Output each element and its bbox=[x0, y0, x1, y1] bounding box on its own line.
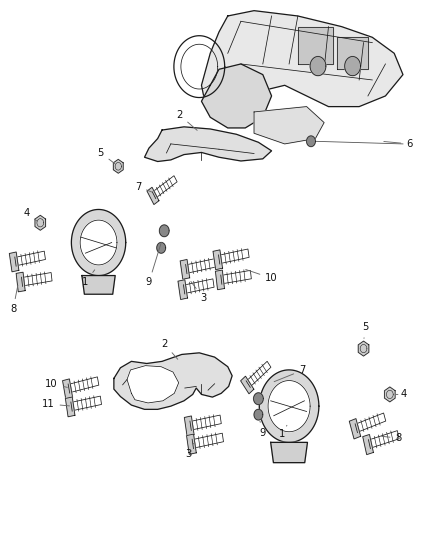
Polygon shape bbox=[240, 376, 254, 394]
Text: 3: 3 bbox=[191, 281, 207, 303]
Text: 2: 2 bbox=[161, 339, 178, 359]
Polygon shape bbox=[350, 418, 360, 439]
Polygon shape bbox=[127, 366, 179, 403]
Polygon shape bbox=[35, 215, 46, 230]
Text: 2: 2 bbox=[177, 110, 197, 131]
Polygon shape bbox=[337, 37, 368, 69]
Polygon shape bbox=[71, 209, 126, 276]
Polygon shape bbox=[254, 107, 324, 144]
Text: 6: 6 bbox=[384, 139, 413, 149]
Polygon shape bbox=[145, 127, 272, 161]
Polygon shape bbox=[213, 250, 223, 270]
Text: 9: 9 bbox=[260, 421, 266, 438]
Polygon shape bbox=[201, 11, 403, 117]
Polygon shape bbox=[307, 136, 315, 147]
Polygon shape bbox=[17, 251, 46, 265]
Text: 10: 10 bbox=[46, 379, 67, 389]
Polygon shape bbox=[178, 280, 187, 300]
Text: 8: 8 bbox=[10, 285, 18, 314]
Polygon shape bbox=[180, 260, 190, 279]
Polygon shape bbox=[194, 433, 223, 448]
Polygon shape bbox=[259, 370, 319, 442]
Polygon shape bbox=[254, 409, 263, 420]
Text: 5: 5 bbox=[98, 148, 115, 164]
Text: 9: 9 bbox=[146, 243, 161, 287]
Polygon shape bbox=[24, 272, 52, 286]
Polygon shape bbox=[114, 353, 232, 409]
Polygon shape bbox=[223, 270, 251, 284]
Text: 7: 7 bbox=[135, 182, 152, 192]
Polygon shape bbox=[147, 187, 159, 205]
Polygon shape bbox=[371, 431, 399, 448]
Polygon shape bbox=[357, 413, 386, 432]
Polygon shape bbox=[154, 176, 177, 197]
Polygon shape bbox=[159, 225, 169, 237]
Polygon shape bbox=[188, 259, 216, 273]
Polygon shape bbox=[9, 252, 19, 272]
Polygon shape bbox=[65, 397, 75, 417]
Polygon shape bbox=[73, 396, 102, 410]
Polygon shape bbox=[254, 393, 263, 405]
Polygon shape bbox=[63, 379, 73, 399]
Polygon shape bbox=[221, 249, 249, 263]
Text: 3: 3 bbox=[185, 443, 194, 459]
Polygon shape bbox=[184, 416, 194, 436]
Polygon shape bbox=[363, 434, 374, 455]
Polygon shape bbox=[113, 159, 123, 173]
Text: 10: 10 bbox=[246, 270, 278, 283]
Polygon shape bbox=[187, 434, 196, 454]
Text: 1: 1 bbox=[82, 270, 95, 287]
Polygon shape bbox=[201, 64, 272, 128]
Polygon shape bbox=[248, 361, 271, 386]
Text: 11: 11 bbox=[42, 399, 70, 409]
Polygon shape bbox=[271, 442, 307, 463]
Text: 1: 1 bbox=[279, 425, 287, 439]
Polygon shape bbox=[192, 415, 221, 430]
Polygon shape bbox=[385, 387, 395, 402]
Polygon shape bbox=[80, 220, 117, 265]
Text: 8: 8 bbox=[381, 433, 402, 443]
Polygon shape bbox=[157, 243, 166, 253]
Polygon shape bbox=[358, 341, 369, 356]
Polygon shape bbox=[268, 381, 310, 432]
Polygon shape bbox=[298, 27, 333, 64]
Polygon shape bbox=[82, 276, 115, 294]
Text: 7: 7 bbox=[274, 366, 305, 382]
Text: 5: 5 bbox=[363, 322, 369, 338]
Text: 4: 4 bbox=[23, 208, 37, 221]
Polygon shape bbox=[16, 272, 25, 292]
Polygon shape bbox=[186, 279, 214, 293]
Polygon shape bbox=[310, 56, 326, 76]
Polygon shape bbox=[70, 377, 99, 392]
Polygon shape bbox=[345, 56, 360, 76]
Polygon shape bbox=[215, 270, 224, 289]
Text: 4: 4 bbox=[396, 390, 407, 399]
